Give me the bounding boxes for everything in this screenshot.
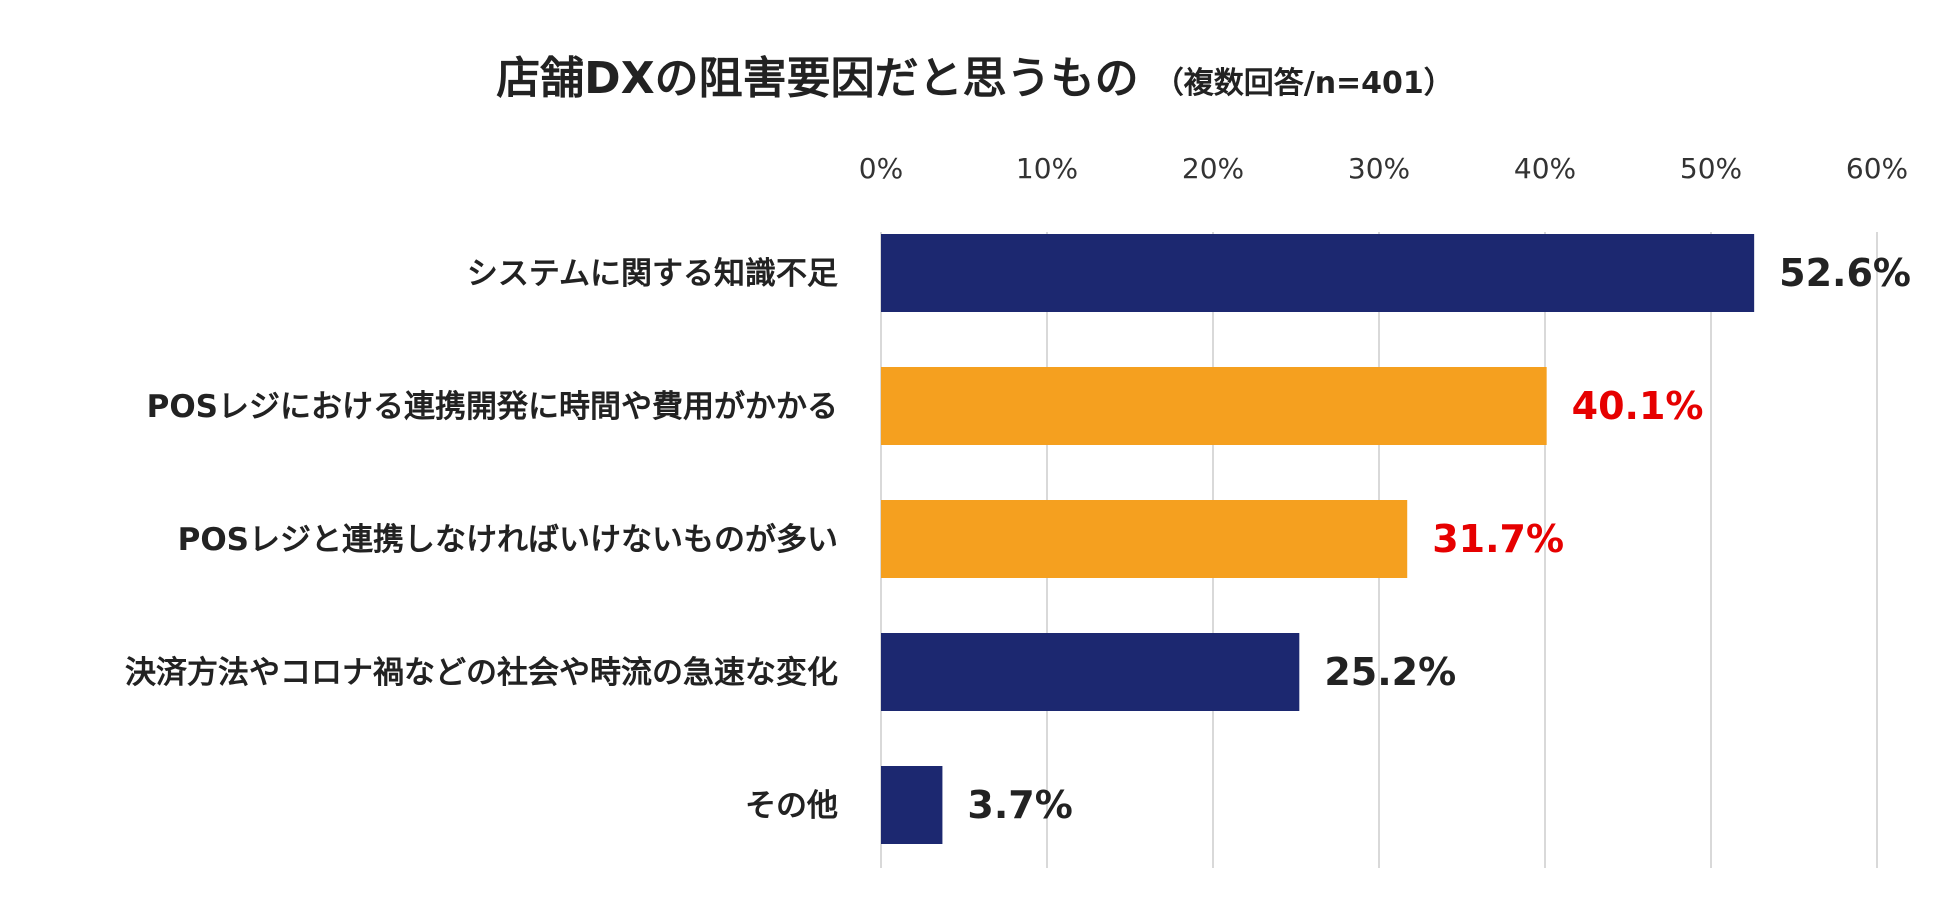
x-tick-label: 20%	[1182, 152, 1244, 185]
category-label: その他	[745, 788, 838, 824]
x-tick-label: 0%	[859, 152, 903, 185]
bar	[881, 633, 1300, 711]
x-tick-label: 30%	[1348, 152, 1410, 185]
category-label: 決済方法やコロナ禍などの社会や時流の急速な変化	[125, 655, 838, 691]
value-label: 52.6%	[1779, 251, 1911, 295]
bar	[881, 766, 943, 844]
category-labels: システムに関する知識不足 POSレジにおける連携開発に時間や費用がかかる POSレジ…	[125, 256, 838, 824]
chart-subtitle: （複数回答/n=401）	[1154, 66, 1454, 101]
value-label: 3.7%	[967, 783, 1072, 827]
category-label: POSレジと連携しなければいけないものが多い	[178, 522, 838, 558]
value-label: 31.7%	[1432, 517, 1564, 561]
x-tick-label: 60%	[1846, 152, 1908, 185]
value-labels: 52.6% 40.1% 31.7% 25.2% 3.7%	[967, 251, 1911, 827]
x-tick-label: 10%	[1016, 152, 1078, 185]
value-label: 25.2%	[1324, 650, 1456, 694]
bar-series	[881, 234, 1755, 844]
chart-title-main: 店舗DXの阻害要因だと思うもの	[496, 53, 1138, 104]
bar	[881, 500, 1408, 578]
x-tick-label: 50%	[1680, 152, 1742, 185]
x-tick-label: 40%	[1514, 152, 1576, 185]
bar	[881, 234, 1755, 312]
category-label: システムに関する知識不足	[467, 256, 838, 292]
chart-title: 店舗DXの阻害要因だと思うもの （複数回答/n=401）	[496, 53, 1454, 104]
category-label: POSレジにおける連携開発に時間や費用がかかる	[147, 389, 838, 425]
x-axis-ticks: 0% 10% 20% 30% 40% 50% 60%	[859, 152, 1908, 185]
value-label: 40.1%	[1572, 384, 1704, 428]
bar	[881, 367, 1547, 445]
